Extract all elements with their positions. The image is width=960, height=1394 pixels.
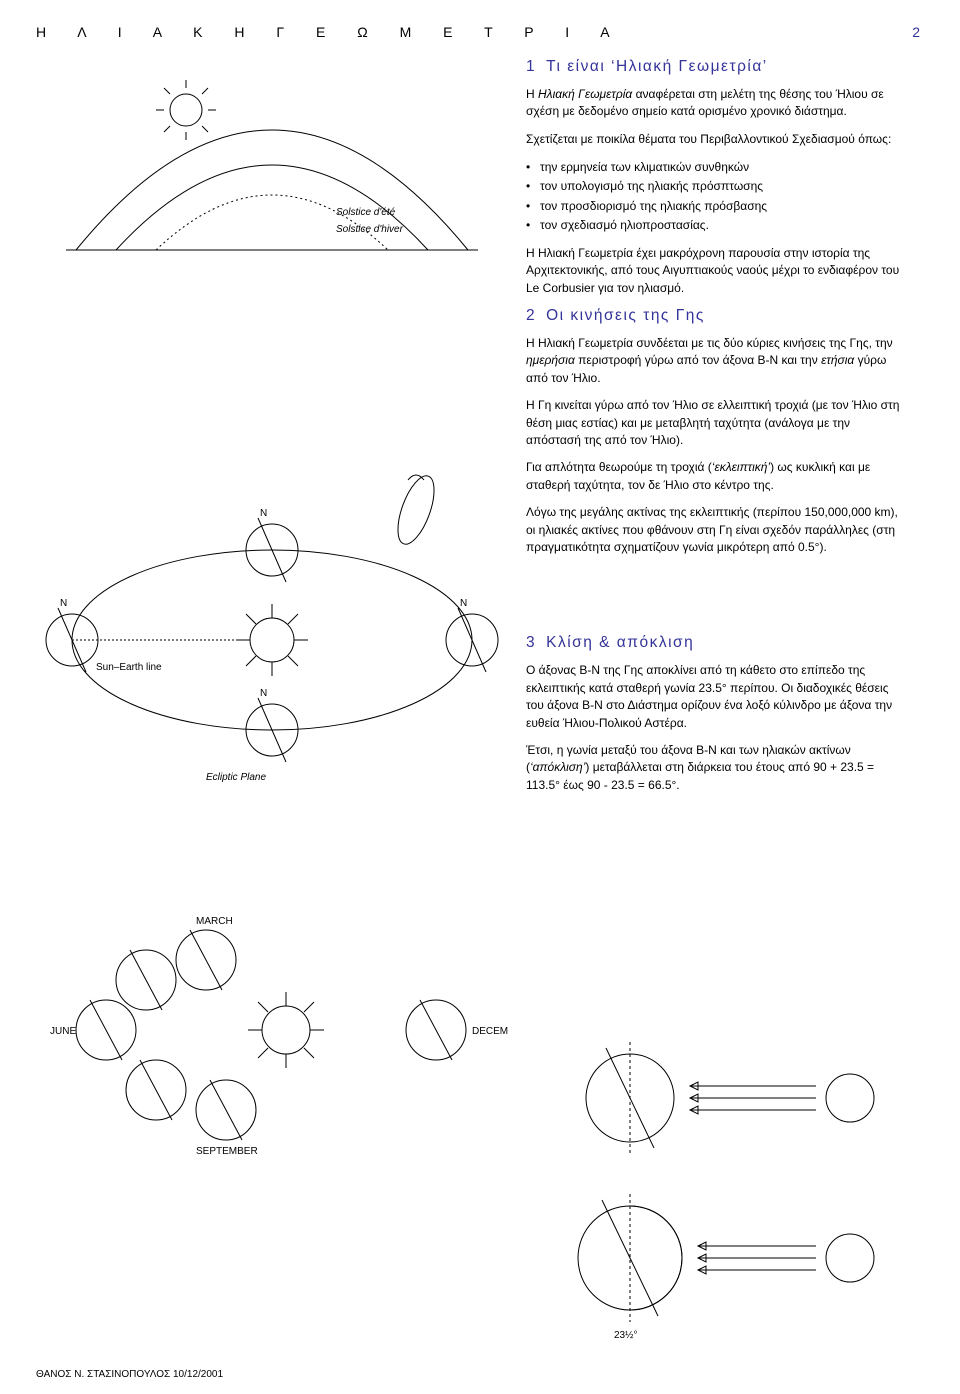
figure-4: 23½° bbox=[540, 1028, 920, 1348]
s1-b4: τον σχεδιασμό ηλιοπροστασίας. bbox=[526, 216, 906, 235]
s1-bullets: την ερμηνεία των κλιματικών συνθηκών τον… bbox=[526, 158, 906, 235]
doc-header: Η Λ Ι Α Κ Η Γ Ε Ω Μ Ε Τ Ρ Ι Α bbox=[36, 24, 924, 46]
main-columns: Solstice d'été Solstice d'hiver bbox=[36, 50, 924, 1160]
doc-footer: ΘΑΝΟΣ Ν. ΣΤΑΣΙΝΟΠΟΥΛΟΣ 10/12/2001 bbox=[36, 1369, 223, 1380]
section-2-num: 2 bbox=[526, 307, 536, 324]
section-1-num: 1 bbox=[526, 58, 536, 75]
s3-p2: Έτσι, η γωνία μεταξύ του άξονα Β-Ν και τ… bbox=[526, 742, 906, 794]
section-1-title: 1 Τι είναι ‘Ηλιακή Γεωμετρία’ bbox=[526, 58, 906, 76]
fig2-n2: N bbox=[460, 598, 467, 609]
s1-b3: τον προσδιορισμό της ηλιακής πρόσβασης bbox=[526, 197, 906, 216]
fig3-june: JUNE bbox=[50, 1026, 76, 1037]
fig4-angle: 23½° bbox=[614, 1330, 637, 1341]
seasons-diagram-icon: MARCH JUNE SEPTEMBER DECEMBER bbox=[36, 900, 508, 1160]
s2-p1: Η Ηλιακή Γεωμετρία συνδέεται με τις δύο … bbox=[526, 335, 906, 387]
fig1-label-b: Solstice d'hiver bbox=[336, 224, 404, 235]
orbit-diagram-icon: N N N N Sun–Earth line Ecliptic Plane bbox=[36, 340, 508, 890]
s1-p2: Σχετίζεται με ποικίλα θέματα του Περιβαλ… bbox=[526, 131, 906, 148]
section-2-title: 2 Οι κινήσεις της Γης bbox=[526, 307, 906, 325]
fig2-sunline: Sun–Earth line bbox=[96, 662, 162, 673]
fig3-december: DECEMBER bbox=[472, 1026, 508, 1037]
s3-p1: Ο άξονας Β-Ν της Γης αποκλίνει από τη κά… bbox=[526, 662, 906, 732]
section-1-text: Τι είναι ‘Ηλιακή Γεωμετρία’ bbox=[546, 58, 768, 75]
fig2-n4: N bbox=[60, 598, 67, 609]
s2-p3: Για απλότητα θεωρούμε τη τροχιά (‘εκλειπ… bbox=[526, 459, 906, 494]
figure-2: N N N N Sun–Earth line Ecliptic Plane bbox=[36, 340, 508, 890]
s1-b2: τον υπολογισμό της ηλιακής πρόσπτωσης bbox=[526, 177, 906, 196]
text-column: 1 Τι είναι ‘Ηλιακή Γεωμετρία’ Η Ηλιακή Γε… bbox=[526, 50, 906, 1160]
s2-p4: Λόγω της μεγάλης ακτίνας της εκλειπτικής… bbox=[526, 504, 906, 556]
fig2-ecliptic: Ecliptic Plane bbox=[206, 772, 266, 783]
section-2-text: Οι κινήσεις της Γης bbox=[546, 307, 705, 324]
page-number: 2 bbox=[912, 24, 920, 40]
s1-b1: την ερμηνεία των κλιματικών συνθηκών bbox=[526, 158, 906, 177]
figure-3: MARCH JUNE SEPTEMBER DECEMBER bbox=[36, 900, 508, 1160]
dome-sketch-icon: Solstice d'été Solstice d'hiver bbox=[36, 50, 508, 340]
fig3-march: MARCH bbox=[196, 916, 233, 927]
tilt-diagram-icon: 23½° bbox=[540, 1028, 920, 1348]
fig2-n1: N bbox=[260, 508, 267, 519]
s1-p3: Η Ηλιακή Γεωμετρία έχει μακρόχρονη παρου… bbox=[526, 245, 906, 297]
fig3-september: SEPTEMBER bbox=[196, 1146, 258, 1157]
figure-1: Solstice d'été Solstice d'hiver bbox=[36, 50, 508, 340]
figure-column: Solstice d'été Solstice d'hiver bbox=[36, 50, 508, 1160]
section-3-title: 3 Κλίση & απόκλιση bbox=[526, 634, 906, 652]
s2-p2: Η Γη κινείται γύρω από τον Ήλιο σε ελλει… bbox=[526, 397, 906, 449]
section-3-num: 3 bbox=[526, 634, 536, 651]
fig1-label-a: Solstice d'été bbox=[336, 207, 396, 218]
section-3-text: Κλίση & απόκλιση bbox=[546, 634, 694, 651]
s1-p1: Η Ηλιακή Γεωμετρία αναφέρεται στη μελέτη… bbox=[526, 86, 906, 121]
fig2-n3: N bbox=[260, 688, 267, 699]
